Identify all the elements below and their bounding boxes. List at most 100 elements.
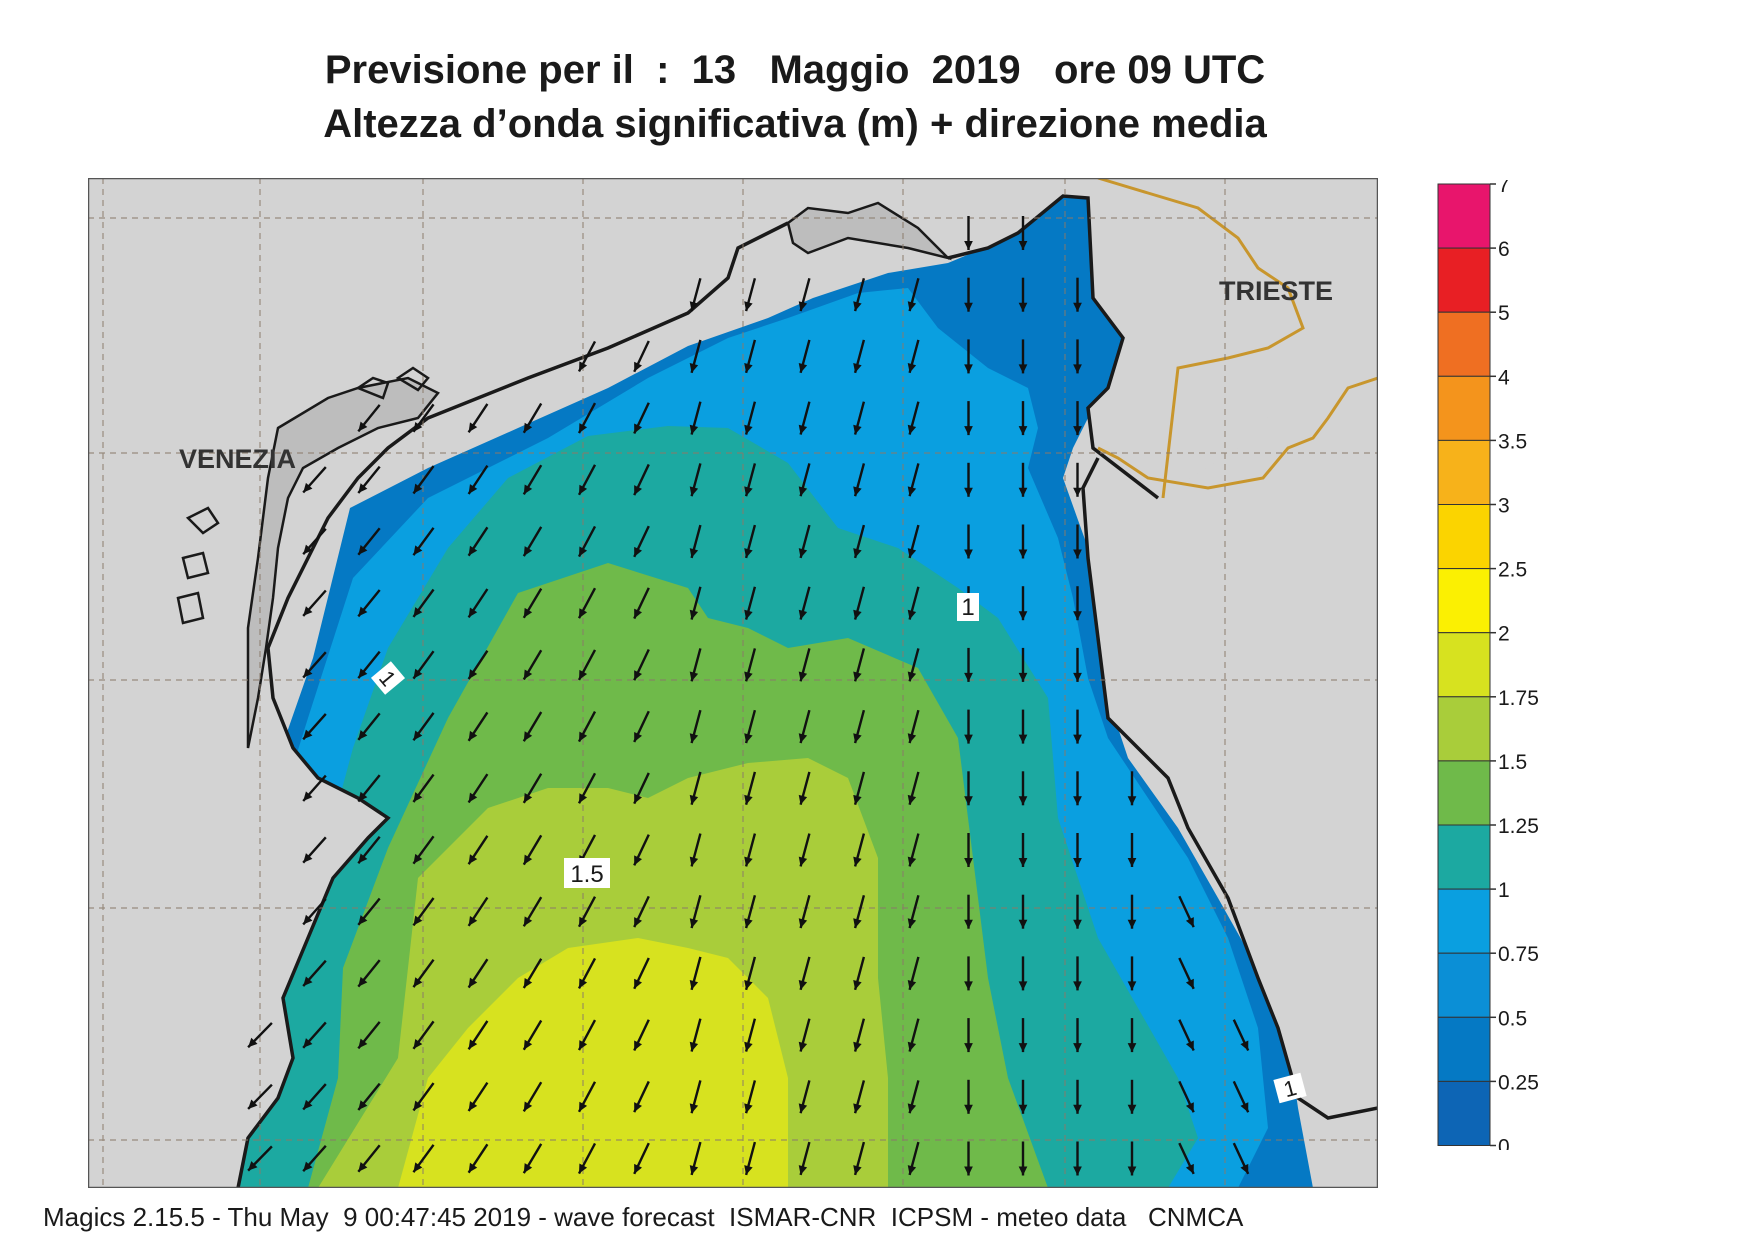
direction-arrow: [907, 833, 920, 867]
land-north: [88, 178, 1378, 498]
direction-arrow: [357, 527, 381, 556]
direction-arrow: [1073, 647, 1082, 682]
legend-tick-label: 6: [1498, 238, 1510, 261]
direction-arrow: [1127, 1079, 1137, 1114]
direction-arrow: [302, 589, 327, 617]
direction-arrow: [357, 1144, 381, 1173]
direction-arrow: [302, 836, 327, 864]
direction-arrow: [357, 1082, 381, 1111]
direction-arrow: [1018, 277, 1028, 312]
direction-arrow: [577, 649, 597, 681]
direction-arrow: [633, 1019, 650, 1051]
chart-title: Previsione per il : 13 Maggio 2019 ore 0…: [324, 48, 1266, 92]
islands-venezia: [176, 366, 430, 625]
direction-arrow: [1127, 956, 1137, 991]
direction-arrow: [577, 340, 597, 372]
direction-arrow: [1178, 957, 1195, 990]
contour-label-1c: 1: [1273, 1072, 1307, 1104]
legend-swatch: [1437, 632, 1491, 698]
direction-arrow: [522, 834, 543, 866]
land-southwest: [88, 398, 388, 1188]
direction-arrow: [1178, 1080, 1195, 1113]
legend-tick-label: 7: [1498, 180, 1510, 197]
direction-arrow: [744, 277, 757, 312]
direction-arrow: [357, 836, 381, 864]
legend-tick-label: 3: [1498, 495, 1510, 518]
direction-arrow: [522, 587, 543, 619]
direction-arrow: [1073, 401, 1082, 436]
direction-arrow: [798, 1080, 811, 1114]
venice-lagoon: [246, 376, 440, 749]
direction-arrow: [633, 463, 650, 496]
direction-arrow: [302, 466, 327, 494]
direction-arrow: [689, 771, 702, 806]
direction-arrow: [744, 894, 757, 929]
direction-arrow: [633, 895, 650, 928]
direction-arrow: [302, 713, 327, 741]
direction-arrow: [357, 897, 381, 926]
direction-arrow: [1178, 1019, 1195, 1052]
direction-arrow: [1018, 956, 1028, 991]
direction-arrow: [302, 774, 327, 802]
direction-arrow: [853, 648, 866, 682]
direction-arrow: [798, 709, 811, 744]
direction-arrow: [357, 774, 381, 803]
direction-arrow: [633, 402, 650, 434]
direction-arrow: [1127, 894, 1137, 929]
direction-arrow: [689, 401, 702, 435]
direction-arrow: [467, 464, 489, 495]
direction-arrow: [1018, 216, 1028, 250]
direction-arrow: [302, 1145, 327, 1172]
direction-arrow: [467, 650, 489, 680]
direction-arrow: [689, 463, 702, 497]
direction-arrow: [689, 1018, 702, 1052]
legend-swatch: [1437, 824, 1491, 890]
direction-arrow: [1127, 1141, 1137, 1176]
direction-arrow: [633, 525, 650, 558]
direction-arrow: [907, 956, 920, 991]
direction-arrow: [1073, 277, 1082, 312]
direction-arrow: [577, 464, 597, 496]
direction-arrow: [964, 339, 973, 374]
direction-arrow: [1018, 524, 1028, 559]
direction-arrow: [302, 651, 327, 679]
chart-subtitle: Altezza d’onda significativa (m) + direz…: [323, 102, 1267, 146]
direction-arrow: [798, 833, 811, 867]
direction-arrow: [798, 339, 811, 374]
direction-arrow: [412, 897, 435, 927]
direction-arrow: [689, 648, 702, 682]
direction-arrow: [522, 464, 543, 496]
direction-arrow: [798, 894, 811, 929]
direction-arrow: [522, 1019, 543, 1051]
direction-arrow: [467, 958, 489, 989]
direction-arrow: [1018, 833, 1028, 867]
legend-swatch: [1437, 375, 1491, 441]
direction-arrow: [798, 463, 811, 497]
direction-arrow: [798, 586, 811, 620]
color-legend: 7 6 5 4 3.5 3 2.5 2 1.75 1.5 1.25 1 0.75 0.5 0.25 0: [1437, 180, 1539, 1150]
direction-arrow: [357, 650, 381, 679]
direction-arrow: [412, 1144, 435, 1173]
direction-arrow: [1018, 462, 1028, 497]
direction-arrow: [467, 588, 489, 619]
direction-arrow: [302, 1083, 327, 1111]
legend-tick-label: 1.25: [1498, 815, 1539, 838]
direction-arrow: [798, 771, 811, 806]
direction-arrow: [744, 1080, 757, 1114]
direction-arrow: [1073, 833, 1082, 867]
direction-arrow: [522, 402, 543, 434]
direction-arrow: [798, 524, 811, 559]
footer-credits: Magics 2.15.5 - Thu May 9 00:47:45 2019 …: [43, 1202, 1244, 1232]
direction-arrow: [798, 401, 811, 435]
legend-swatch: [1437, 504, 1491, 570]
direction-arrow: [853, 709, 866, 744]
direction-arrow: [689, 1141, 702, 1176]
legend-swatch: [1437, 952, 1491, 1018]
direction-arrow: [1178, 895, 1195, 928]
direction-arrow: [357, 404, 381, 433]
direction-arrow: [798, 956, 811, 991]
city-label-venezia: VENEZIA: [179, 444, 296, 474]
legend-swatch: [1437, 1080, 1491, 1147]
direction-arrow: [689, 586, 702, 620]
direction-arrow: [744, 1141, 757, 1176]
